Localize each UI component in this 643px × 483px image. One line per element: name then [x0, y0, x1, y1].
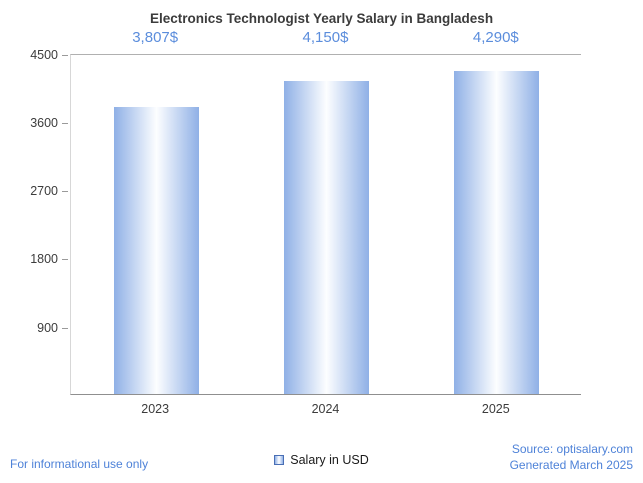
y-tick	[62, 123, 68, 125]
plot-area	[70, 54, 581, 395]
footer-source-block: Source: optisalary.com Generated March 2…	[369, 441, 633, 473]
x-axis-labels: 2023 2024 2025	[70, 402, 581, 416]
bar-2023	[113, 107, 199, 394]
y-axis-label: 2700	[30, 184, 68, 198]
y-axis: 4500 3600 2700 1800 900	[0, 29, 70, 416]
bar-slot	[241, 55, 411, 394]
bottom-bar: For informational use only Salary in USD…	[0, 416, 643, 475]
x-axis-label: 2024	[311, 402, 340, 416]
value-label: 4,290$	[472, 29, 519, 46]
bar-2024	[283, 81, 369, 394]
bar-slot	[411, 55, 581, 394]
x-axis-label: 2025	[481, 402, 510, 416]
footer-disclaimer: For informational use only	[10, 457, 149, 471]
legend-label: Salary in USD	[290, 453, 369, 467]
y-axis-label: 4500	[30, 48, 68, 62]
legend-marker-icon	[274, 455, 285, 465]
x-axis-label: 2023	[141, 402, 170, 416]
footer-source: Source: optisalary.com	[511, 442, 633, 456]
chart-body: 4500 3600 2700 1800 900 3,807$ 4,150$ 4,…	[0, 29, 643, 416]
y-tick	[62, 328, 68, 330]
value-labels-row: 3,807$ 4,150$ 4,290$	[70, 29, 581, 51]
plot-column: 3,807$ 4,150$ 4,290$ 2023 2024 2025	[70, 29, 581, 416]
y-tick	[62, 191, 68, 193]
legend: Salary in USD	[274, 453, 369, 473]
bar-2025	[453, 70, 539, 394]
bar-slot	[71, 55, 241, 394]
y-axis-label: 1800	[30, 252, 68, 266]
y-axis-label: 900	[37, 321, 68, 335]
value-label: 3,807$	[132, 29, 179, 46]
chart-title: Electronics Technologist Yearly Salary i…	[149, 11, 494, 26]
y-tick	[62, 55, 68, 57]
y-tick	[62, 259, 68, 261]
y-axis-label: 3600	[30, 116, 68, 130]
footer-generated: Generated March 2025	[509, 458, 633, 472]
value-label: 4,150$	[302, 29, 349, 46]
